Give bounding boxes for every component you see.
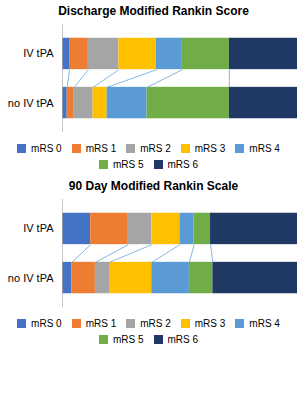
- html-text:mRS 0: mRS 0: [31, 317, 62, 329]
- html-text:mRS 2: mRS 2: [140, 142, 171, 154]
- html-text:mRS 1: mRS 1: [85, 317, 117, 329]
- svg-text:no IV tPA: no IV tPA: [8, 272, 54, 284]
- svg-text:IV tPA: IV tPA: [23, 222, 54, 234]
- svg-text:IV tPA: IV tPA: [23, 47, 54, 59]
- html-text:mRS 2: mRS 2: [140, 317, 171, 329]
- html-text:Discharge Modified Rankin Scor: Discharge Modified Rankin Score: [58, 4, 249, 18]
- html-text:mRS 3: mRS 3: [194, 142, 226, 154]
- html-text:mRS 4: mRS 4: [249, 317, 280, 329]
- html-text:mRS 5: mRS 5: [112, 334, 144, 346]
- html-text:mRS 4: mRS 4: [249, 142, 280, 154]
- html-text:mRS 6: mRS 6: [167, 334, 199, 346]
- html-text:mRS 1: mRS 1: [85, 142, 117, 154]
- html-text:mRS 5: mRS 5: [112, 159, 144, 171]
- html-text:90 Day Modified Rankin Scale: 90 Day Modified Rankin Scale: [68, 179, 239, 193]
- html-text:mRS 0: mRS 0: [31, 142, 62, 154]
- svg-text:no IV tPA: no IV tPA: [8, 97, 54, 109]
- html-text:mRS 3: mRS 3: [194, 317, 226, 329]
- html-text:mRS 6: mRS 6: [167, 159, 199, 171]
